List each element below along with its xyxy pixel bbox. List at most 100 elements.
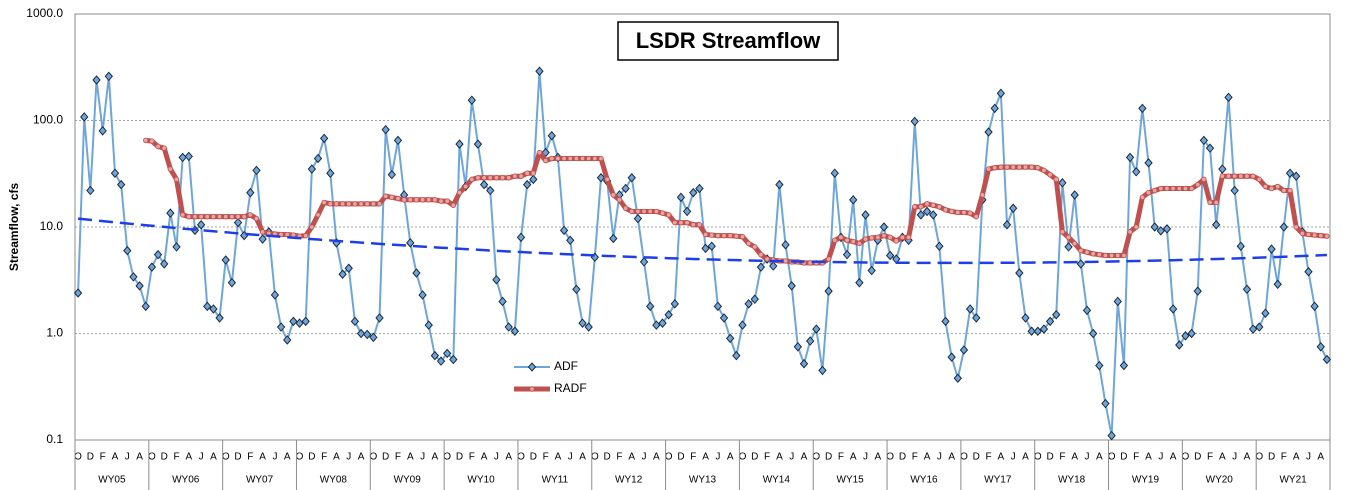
marker: [1151, 187, 1158, 194]
marker: [143, 137, 149, 144]
marker: [799, 358, 809, 369]
marker: [247, 212, 254, 218]
x-tick-label: J: [1158, 452, 1163, 463]
marker: [818, 365, 827, 376]
marker: [1324, 233, 1330, 239]
marker: [436, 356, 446, 366]
marker: [905, 234, 912, 241]
marker: [350, 316, 360, 327]
marker: [246, 187, 255, 198]
marker: [855, 277, 864, 288]
x-tick-label: A: [874, 452, 881, 463]
marker: [276, 322, 286, 332]
x-tick-label: O: [443, 452, 451, 463]
marker: [1291, 171, 1301, 181]
marker: [1231, 173, 1238, 179]
marker: [184, 151, 193, 162]
marker: [1311, 232, 1318, 238]
y-tick-label: 0.1: [46, 432, 63, 446]
x-tick-label: A: [185, 452, 192, 463]
marker: [702, 231, 709, 238]
marker: [769, 261, 778, 271]
marker: [203, 301, 212, 312]
marker: [861, 210, 870, 220]
marker: [283, 335, 292, 345]
x-group-label: WY18: [1058, 475, 1086, 486]
marker: [953, 373, 962, 384]
x-tick-label: J: [863, 452, 868, 463]
marker: [1195, 181, 1201, 188]
marker: [825, 256, 832, 262]
marker: [499, 175, 506, 181]
marker: [1139, 194, 1146, 201]
x-tick-label: F: [764, 452, 770, 463]
marker: [1096, 251, 1103, 258]
x-tick-label: F: [1207, 452, 1213, 463]
x-tick-label: F: [100, 452, 106, 463]
marker: [1145, 189, 1152, 196]
marker: [1108, 252, 1115, 259]
x-tick-label: O: [74, 452, 82, 463]
marker: [641, 208, 647, 215]
marker: [210, 213, 217, 220]
marker: [92, 75, 101, 85]
x-group-label: WY17: [984, 475, 1012, 486]
marker: [475, 175, 481, 181]
marker: [473, 139, 483, 149]
marker: [270, 290, 280, 300]
marker: [364, 201, 370, 207]
x-tick-label: O: [148, 452, 156, 463]
marker: [1022, 164, 1029, 170]
x-tick-label: A: [1293, 452, 1300, 463]
marker: [592, 155, 598, 162]
x-tick-label: O: [296, 452, 304, 463]
marker: [1004, 164, 1010, 170]
marker: [1076, 259, 1086, 269]
legend-marker: [527, 362, 537, 372]
marker: [750, 294, 759, 304]
marker: [629, 208, 635, 215]
marker: [333, 201, 340, 207]
marker: [1078, 247, 1084, 254]
marker: [793, 342, 803, 352]
marker: [1053, 176, 1059, 183]
marker: [192, 213, 198, 220]
marker: [961, 209, 967, 216]
marker: [973, 213, 979, 220]
x-tick-label: A: [1170, 452, 1177, 463]
marker: [1299, 230, 1306, 237]
marker: [1150, 222, 1159, 232]
marker: [787, 281, 796, 291]
x-group-label: WY11: [542, 475, 569, 486]
marker: [972, 313, 981, 323]
marker: [426, 197, 432, 203]
marker: [935, 241, 944, 251]
marker: [572, 284, 581, 295]
marker: [1041, 167, 1047, 174]
x-tick-label: F: [543, 452, 549, 463]
marker: [1058, 178, 1067, 188]
marker: [733, 233, 740, 239]
marker: [196, 219, 206, 230]
marker: [695, 183, 704, 194]
marker: [339, 201, 346, 207]
marker: [179, 212, 186, 218]
x-tick-label: A: [284, 452, 291, 463]
marker: [727, 232, 733, 239]
marker: [745, 240, 752, 247]
marker: [635, 208, 641, 215]
marker: [875, 234, 881, 241]
marker: [424, 320, 433, 330]
marker: [363, 329, 372, 340]
marker: [1219, 173, 1226, 179]
x-tick-label: D: [677, 452, 684, 463]
marker: [856, 240, 863, 247]
marker: [627, 172, 636, 183]
marker: [713, 301, 723, 312]
marker: [432, 197, 438, 203]
marker: [1064, 242, 1073, 252]
marker: [258, 234, 267, 244]
marker: [676, 192, 686, 203]
x-tick-label: A: [1219, 452, 1226, 463]
marker: [419, 197, 426, 203]
